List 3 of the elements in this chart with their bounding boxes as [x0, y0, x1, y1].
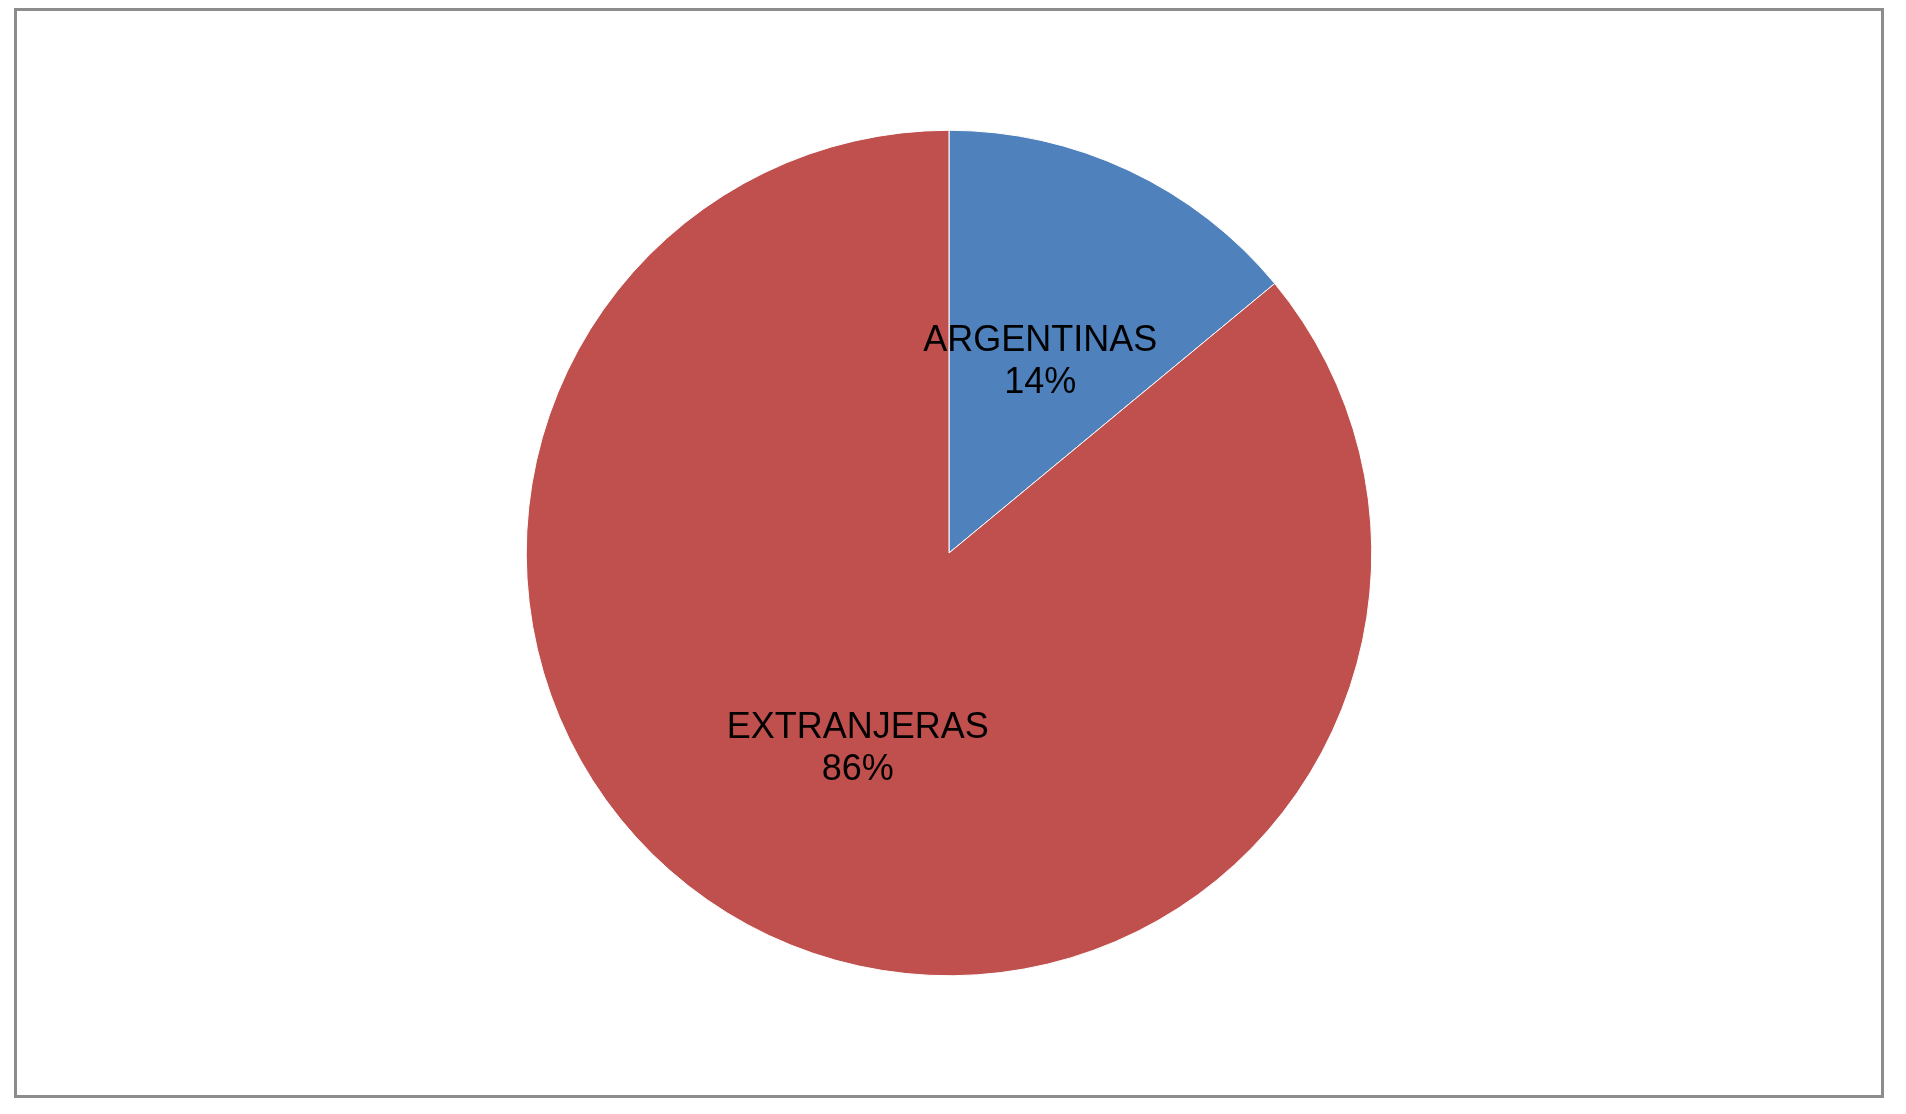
slice-label: EXTRANJERAS: [726, 705, 989, 747]
data-label: 86%: [821, 747, 894, 789]
data-label: 14%: [1004, 359, 1077, 401]
